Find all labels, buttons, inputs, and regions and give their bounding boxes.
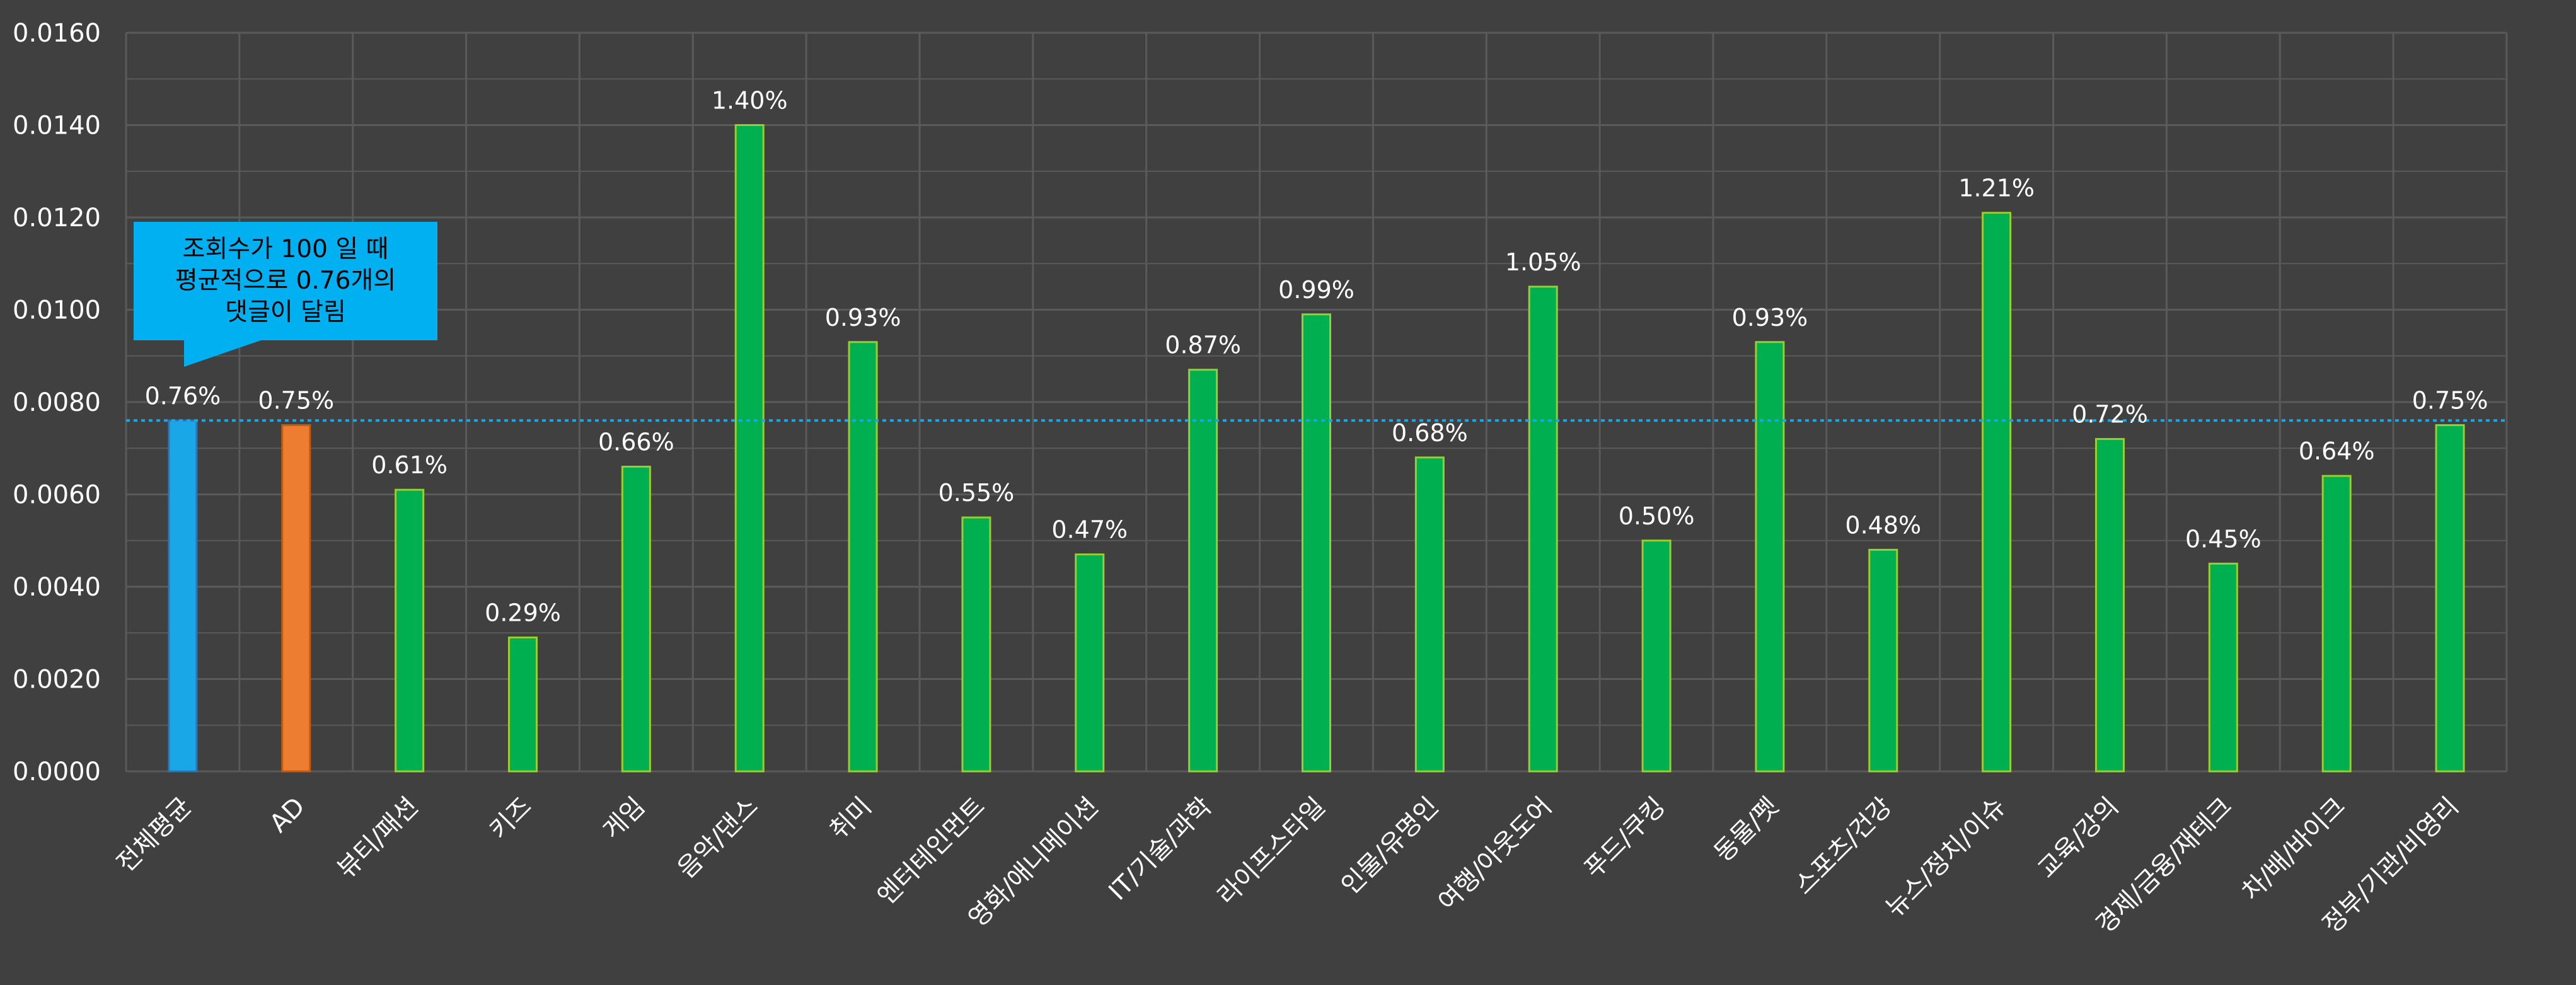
bar	[1641, 539, 1672, 773]
bar	[2095, 438, 2125, 773]
category-label: 음악/댄스	[672, 792, 764, 884]
y-tick-label: 0.0040	[13, 573, 101, 602]
data-label: 0.55%	[939, 479, 1015, 507]
category-label: 게임	[598, 792, 651, 846]
data-label: 1.21%	[1958, 175, 2035, 202]
y-tick-label: 0.0160	[13, 19, 101, 48]
y-tick-label: 0.0000	[13, 757, 101, 786]
callout-text-line: 조회수가 100 일 때	[183, 235, 389, 263]
data-label: 0.64%	[2299, 437, 2375, 465]
category-label: 차/배/바이크	[2237, 792, 2352, 907]
data-label: 0.93%	[1732, 304, 1808, 331]
data-label: 0.61%	[371, 451, 448, 479]
data-label: 1.05%	[1505, 248, 1581, 276]
category-label: 교육/강의	[2032, 792, 2124, 884]
data-label: 0.68%	[1392, 419, 1468, 447]
data-label: 0.66%	[598, 429, 674, 456]
grid-layer	[125, 32, 2508, 773]
category-label: 키즈	[484, 792, 538, 846]
bar	[168, 419, 198, 773]
y-tick-label: 0.0060	[13, 481, 101, 510]
bar	[395, 488, 425, 773]
data-label: 0.29%	[485, 599, 561, 627]
callout-box	[134, 222, 437, 367]
bar	[1755, 341, 1785, 773]
y-tick-label: 0.0120	[13, 204, 101, 233]
bar	[2208, 562, 2238, 773]
category-labels: 전체평균 AD 뷰티/패션 키즈 게임 음악/댄스 취미엔터테인먼트영화/애니메이션IT/기…	[111, 792, 2464, 940]
bar	[621, 466, 651, 773]
category-label: 뉴스/정치/이슈	[1880, 792, 2011, 923]
data-label: 0.93%	[825, 304, 901, 331]
data-label: 0.99%	[1278, 276, 1354, 304]
bar	[1414, 456, 1445, 773]
bar	[2435, 424, 2465, 773]
bar	[1982, 212, 2012, 773]
data-label: 0.47%	[1051, 516, 1128, 544]
category-label: 뷰티/패션	[332, 792, 424, 884]
category-label: 인물/유명인	[1336, 792, 1444, 901]
bar	[734, 124, 765, 773]
bar	[281, 424, 311, 773]
data-label: 0.75%	[258, 387, 334, 415]
y-axis-ticks: 0.0000 0.0020 0.0040 0.0060 0.0080 0.0100 0.01…	[13, 19, 101, 786]
data-label: 0.48%	[1845, 511, 1921, 539]
y-tick-label: 0.0140	[13, 112, 101, 141]
data-label: 0.72%	[2072, 401, 2148, 429]
data-label: 0.50%	[1619, 502, 1695, 530]
data-label: 0.87%	[1165, 331, 1241, 359]
data-labels: 0.76% 0.75% 0.61% 0.29% 0.66% 1.40% 0.93% 0.55%…	[145, 87, 2488, 627]
callout-text-line: 댓글이 달림	[225, 298, 346, 326]
callout-text-line: 평균적으로 0.76개의	[175, 267, 396, 295]
bar	[1302, 313, 1331, 773]
category-label: AD	[264, 792, 311, 839]
category-label: 푸드/쿠킹	[1579, 792, 1671, 884]
data-label: 1.40%	[712, 87, 788, 115]
y-tick-label: 0.0100	[13, 296, 101, 325]
category-label: IT/기술/과학	[1103, 792, 1217, 906]
data-label: 0.76%	[145, 382, 221, 410]
bar	[1528, 285, 1558, 773]
bar	[1868, 548, 1898, 773]
bar	[961, 516, 991, 773]
bar	[2321, 475, 2352, 773]
bar	[848, 341, 878, 773]
y-tick-label: 0.0020	[13, 665, 101, 694]
category-label: 취미	[824, 792, 878, 846]
data-label: 0.45%	[2185, 525, 2261, 553]
category-label: 전체평균	[111, 792, 197, 878]
y-tick-label: 0.0080	[13, 388, 101, 417]
bar	[1188, 369, 1218, 773]
category-label: 스포츠/건강	[1789, 792, 1898, 901]
category-label: 동물/펫	[1709, 792, 1784, 868]
bar	[1075, 553, 1105, 773]
category-label: 엔터테인먼트	[872, 792, 991, 911]
bars	[168, 124, 2465, 773]
data-label: 0.75%	[2412, 387, 2488, 415]
category-label: 여행/아웃도어	[1433, 792, 1557, 917]
category-label: 라이프스타일	[1212, 792, 1331, 911]
bar	[508, 637, 538, 773]
